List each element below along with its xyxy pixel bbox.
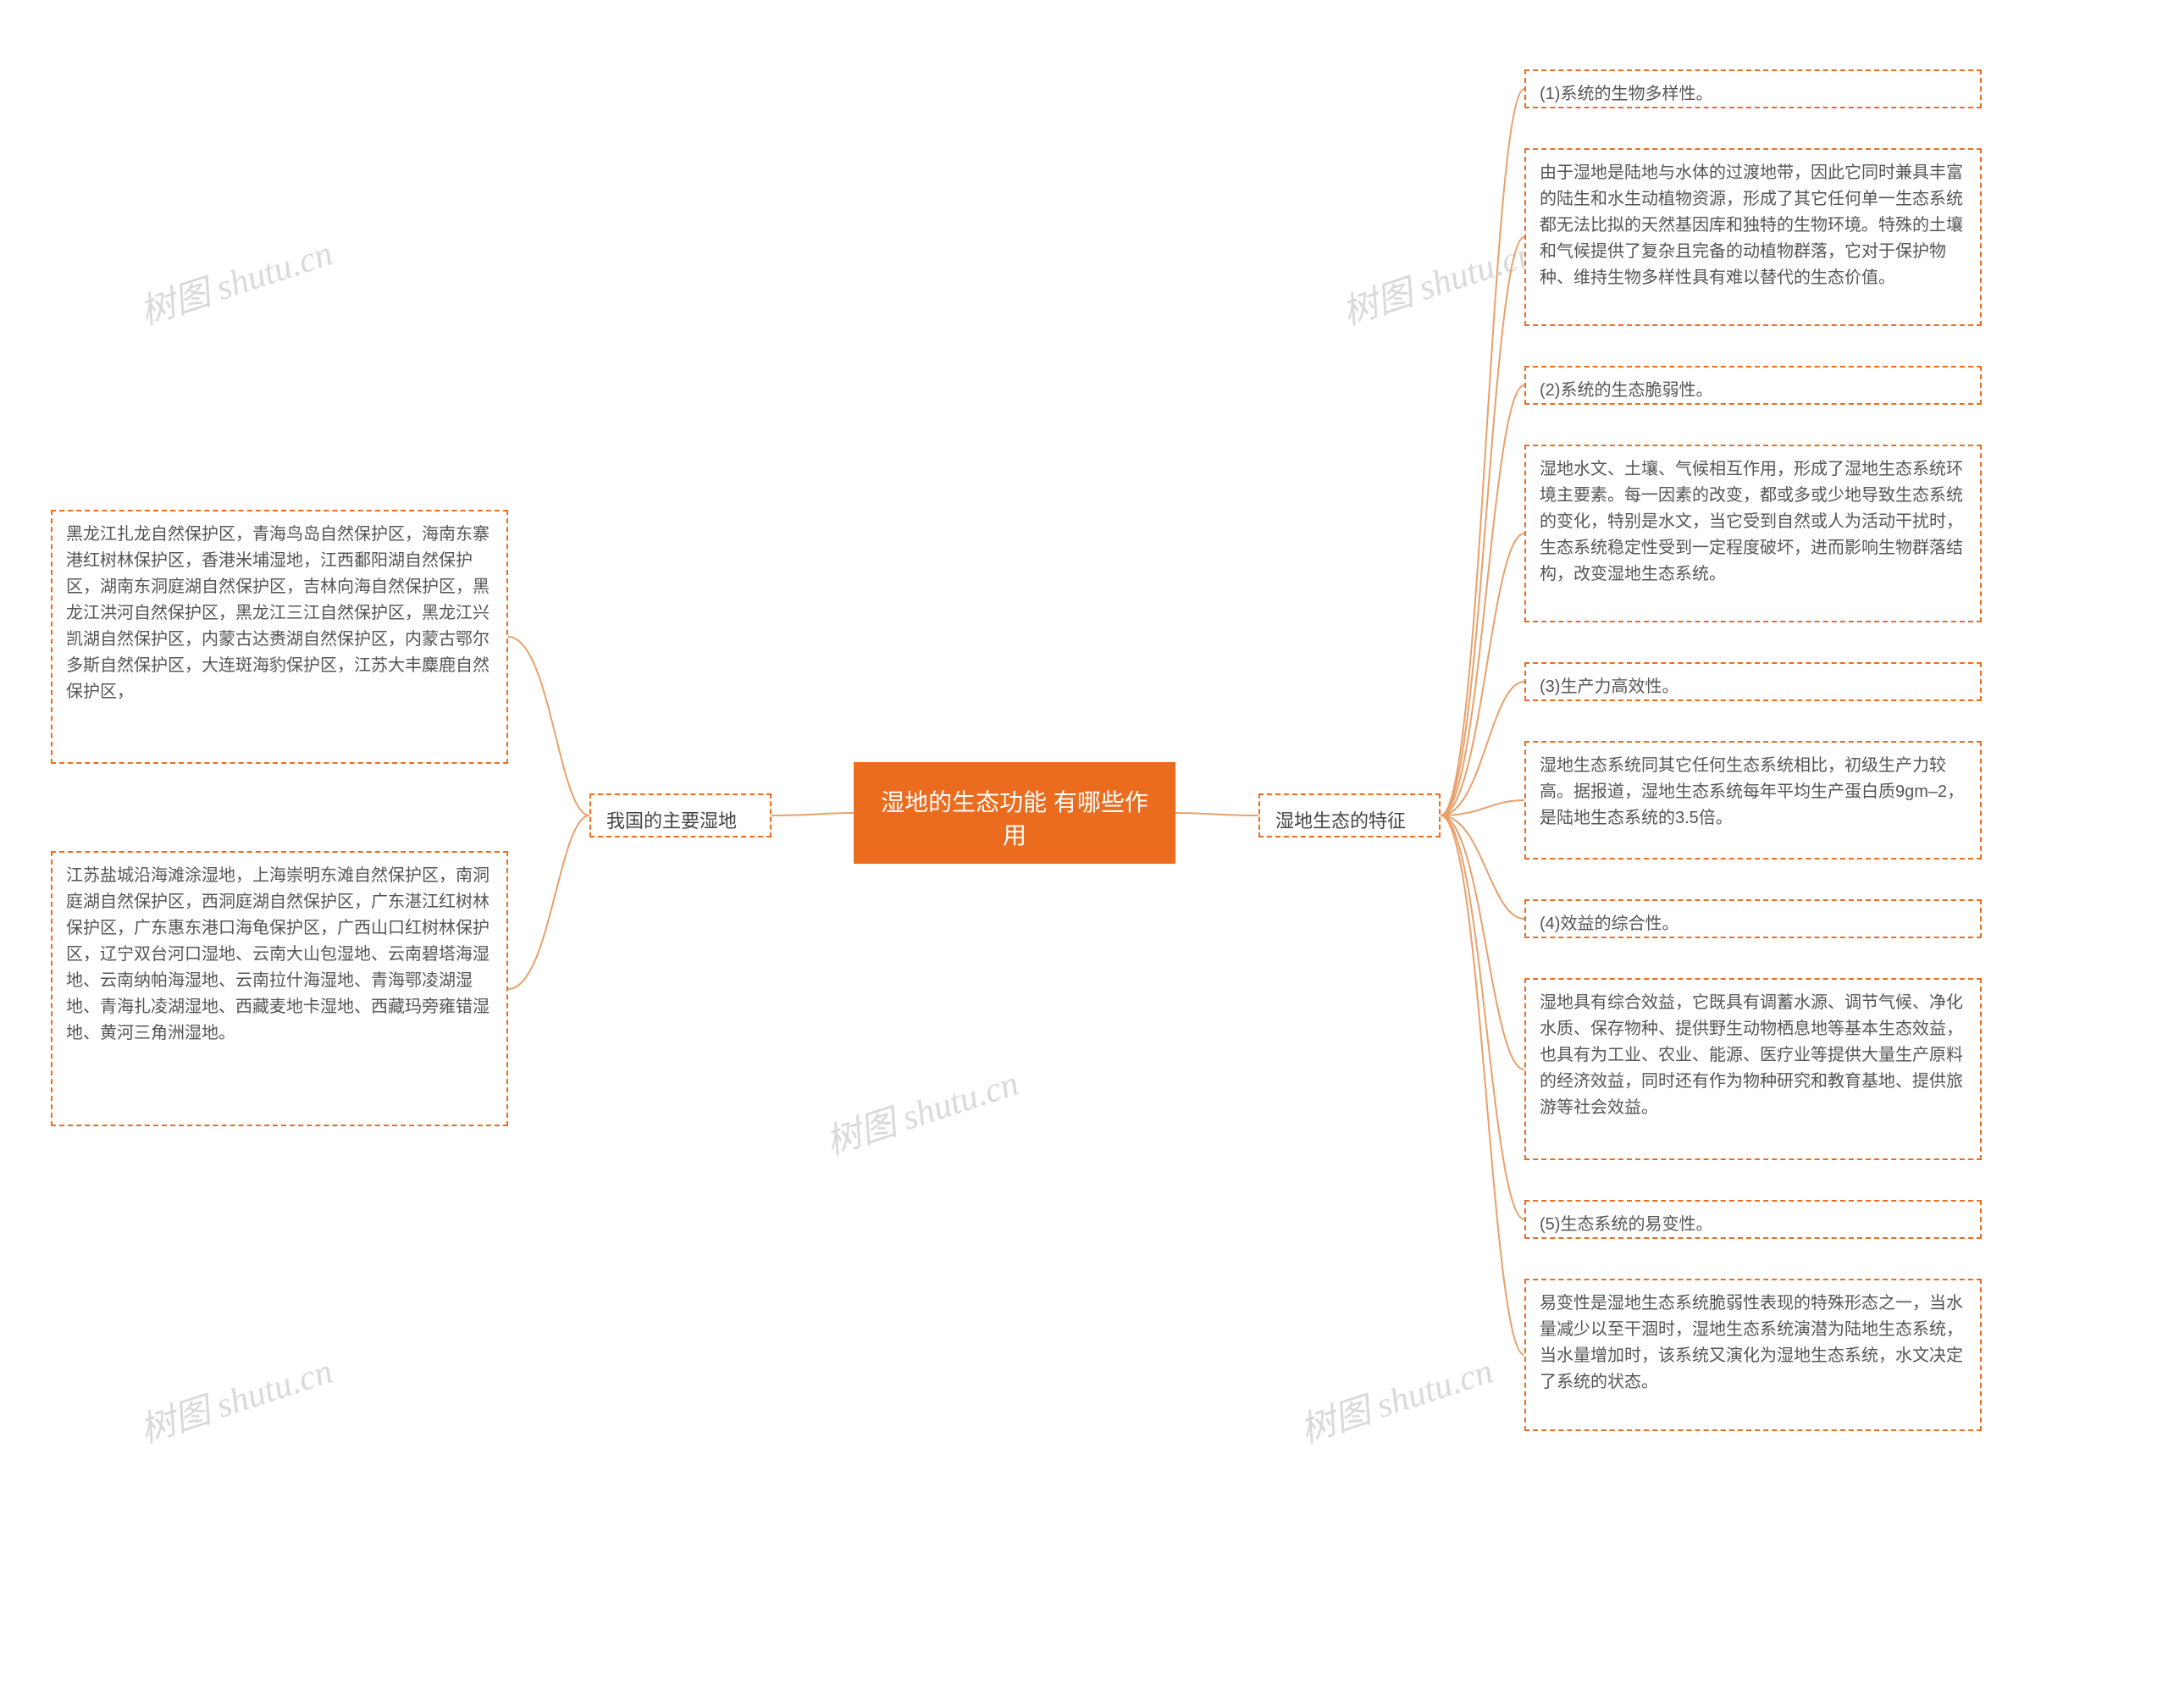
right-leaf-7[interactable]: 湿地具有综合效益，它既具有调蓄水源、调节气候、净化水质、保存物种、提供野生动物栖…	[1524, 978, 1982, 1160]
watermark: 树图 shutu.cn	[1292, 1342, 1498, 1453]
left-branch-node[interactable]: 我国的主要湿地	[589, 793, 772, 837]
right-leaf-0[interactable]: (1)系统的生物多样性。	[1524, 69, 1982, 108]
watermark: 树图 shutu.cn	[132, 1342, 338, 1453]
right-leaf-6[interactable]: (4)效益的综合性。	[1524, 899, 1982, 938]
watermark: 树图 shutu.cn	[1335, 224, 1540, 335]
right-leaf-9[interactable]: 易变性是湿地生态系统脆弱性表现的特殊形态之一，当水量减少以至干涸时，湿地生态系统…	[1524, 1279, 1982, 1431]
root-node[interactable]: 湿地的生态功能 有哪些作用	[854, 762, 1175, 864]
right-branch-node[interactable]: 湿地生态的特征	[1258, 793, 1441, 837]
right-leaf-4[interactable]: (3)生产力高效性。	[1524, 662, 1982, 701]
right-leaf-1[interactable]: 由于湿地是陆地与水体的过渡地带，因此它同时兼具丰富的陆生和水生动植物资源，形成了…	[1524, 148, 1982, 326]
left-leaf-0[interactable]: 黑龙江扎龙自然保护区，青海鸟岛自然保护区，海南东寨港红树林保护区，香港米埔湿地，…	[51, 510, 508, 764]
left-leaf-1[interactable]: 江苏盐城沿海滩涂湿地，上海崇明东滩自然保护区，南洞庭湖自然保护区，西洞庭湖自然保…	[51, 851, 508, 1126]
right-leaf-2[interactable]: (2)系统的生态脆弱性。	[1524, 366, 1982, 405]
right-leaf-3[interactable]: 湿地水文、土壤、气候相互作用，形成了湿地生态系统环境主要素。每一因素的改变，都或…	[1524, 445, 1982, 622]
right-leaf-8[interactable]: (5)生态系统的易变性。	[1524, 1200, 1982, 1239]
mindmap-canvas: 树图 shutu.cn 树图 shutu.cn 树图 shutu.cn 树图 s…	[0, 0, 2168, 1708]
watermark: 树图 shutu.cn	[818, 1054, 1024, 1165]
right-leaf-5[interactable]: 湿地生态系统同其它任何生态系统相比，初级生产力较高。据报道，湿地生态系统每年平均…	[1524, 741, 1982, 860]
watermark: 树图 shutu.cn	[132, 224, 338, 335]
